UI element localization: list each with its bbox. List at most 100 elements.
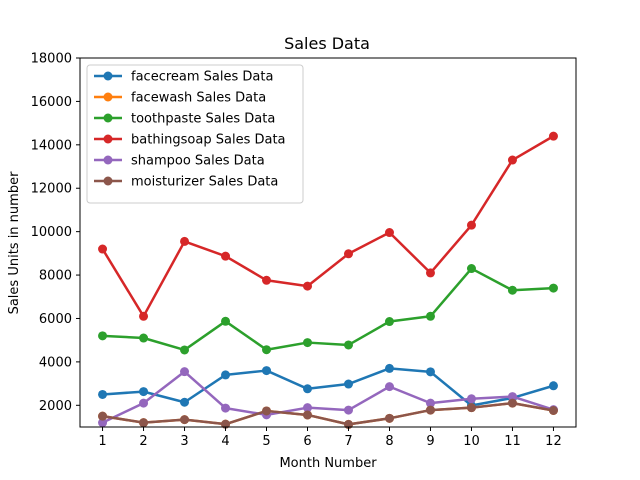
legend-marker <box>103 92 113 102</box>
x-tick-label: 12 <box>545 434 562 449</box>
series-layer <box>98 131 558 429</box>
data-point <box>98 418 108 428</box>
data-point <box>466 403 476 413</box>
legend-marker <box>103 134 113 144</box>
series-0 <box>98 363 558 411</box>
data-point <box>425 398 435 408</box>
x-axis-label: Month Number <box>279 456 377 471</box>
data-point <box>548 381 558 391</box>
data-point <box>180 397 190 407</box>
data-point <box>384 413 394 423</box>
y-tick-label: 12000 <box>31 182 72 197</box>
data-point <box>507 155 517 165</box>
x-tick-label: 2 <box>139 434 147 449</box>
data-point <box>180 236 190 246</box>
data-point <box>221 316 231 326</box>
legend-label: shampoo Sales Data <box>131 154 265 169</box>
data-point <box>384 317 394 327</box>
data-point <box>343 379 353 389</box>
series-5 <box>98 398 558 429</box>
data-point <box>548 131 558 141</box>
legend-label: toothpaste Sales Data <box>131 112 275 127</box>
data-point <box>384 363 394 373</box>
data-point <box>303 384 313 394</box>
data-point <box>98 389 108 399</box>
data-point <box>139 333 149 343</box>
data-point <box>98 411 108 421</box>
x-axis: 1 2 3 4 5 6 7 8 9 10 11 12 <box>98 427 562 449</box>
data-point <box>507 398 517 408</box>
data-point <box>425 311 435 321</box>
x-tick-label: 1 <box>98 434 106 449</box>
legend-item: shampoo Sales Data <box>94 154 265 169</box>
y-tick-label: 4000 <box>39 355 72 370</box>
data-point <box>507 285 517 295</box>
data-point <box>180 415 190 425</box>
x-tick-label: 3 <box>180 434 188 449</box>
x-tick-label: 8 <box>385 434 393 449</box>
y-tick-label: 18000 <box>31 52 72 67</box>
data-point <box>139 311 149 321</box>
data-point <box>221 370 231 380</box>
legend-marker <box>103 71 113 81</box>
legend-box <box>86 64 304 204</box>
y-tick-label: 14000 <box>31 138 72 153</box>
legend-label: facecream Sales Data <box>131 70 273 85</box>
data-point <box>221 251 231 261</box>
series-2 <box>98 264 558 355</box>
legend: facecream Sales Data facewash Sales Data t… <box>86 64 304 204</box>
data-point <box>425 268 435 278</box>
data-point <box>98 244 108 254</box>
data-point <box>262 366 272 376</box>
series-line <box>102 401 554 426</box>
y-tick-label: 2000 <box>39 399 72 414</box>
data-point <box>98 331 108 341</box>
data-point <box>303 338 313 348</box>
x-tick-label: 6 <box>303 434 311 449</box>
legend-label: facewash Sales Data <box>131 91 266 106</box>
data-point <box>507 392 517 402</box>
y-axis: 2000 4000 6000 8000 10000 12000 14000 16000 1800… <box>31 52 80 414</box>
data-point <box>548 406 558 416</box>
x-tick-label: 11 <box>504 434 521 449</box>
series-line <box>102 267 554 352</box>
x-tick-label: 5 <box>262 434 270 449</box>
data-point <box>343 249 353 259</box>
data-point <box>303 410 313 420</box>
data-point <box>466 394 476 404</box>
data-point <box>343 340 353 350</box>
y-axis-label: Sales Units in number <box>7 171 22 314</box>
data-point <box>425 367 435 377</box>
y-tick-label: 10000 <box>31 225 72 240</box>
legend-marker <box>103 176 113 186</box>
data-point <box>221 419 231 429</box>
data-point <box>466 220 476 230</box>
data-point <box>262 345 272 355</box>
y-tick-label: 16000 <box>31 95 72 110</box>
y-tick-label: 8000 <box>39 269 72 284</box>
data-point <box>548 283 558 293</box>
x-tick-label: 9 <box>426 434 434 449</box>
series-3 <box>98 131 558 321</box>
series-line <box>102 367 554 407</box>
series-line <box>101 135 555 318</box>
data-point <box>466 264 476 274</box>
chart-title: Sales Data <box>284 34 370 53</box>
data-point <box>262 406 272 416</box>
legend-label: moisturizer Sales Data <box>131 175 278 190</box>
data-point <box>303 403 313 413</box>
data-point <box>139 387 149 397</box>
legend-item: moisturizer Sales Data <box>94 175 278 190</box>
data-point <box>384 382 394 392</box>
data-point <box>384 228 394 238</box>
x-tick-label: 4 <box>221 434 229 449</box>
legend-item: facecream Sales Data <box>94 70 273 85</box>
legend-item: toothpaste Sales Data <box>94 112 275 127</box>
data-point <box>425 405 435 415</box>
x-tick-label: 10 <box>463 434 480 449</box>
series-line <box>102 370 554 424</box>
x-tick-label: 7 <box>344 434 352 449</box>
data-point <box>303 281 313 291</box>
data-point <box>180 345 190 355</box>
